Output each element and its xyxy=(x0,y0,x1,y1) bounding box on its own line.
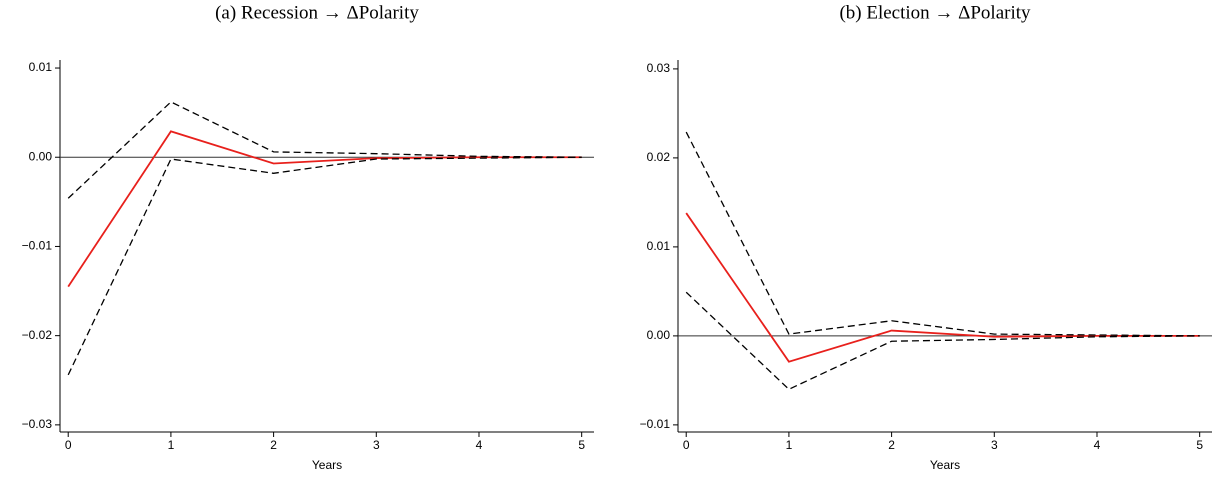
y-tick-label: −0.02 xyxy=(22,328,53,342)
y-tick-label: 0.02 xyxy=(647,150,671,164)
x-tick-label: 2 xyxy=(888,438,895,452)
chart-title: (b) Election → ΔPolarity xyxy=(839,2,1031,23)
x-axis-label: Years xyxy=(930,458,960,472)
y-tick-label: 0.00 xyxy=(29,149,53,163)
x-tick-label: 2 xyxy=(270,438,277,452)
series-line xyxy=(685,291,1200,391)
series-line xyxy=(67,130,582,288)
series-line xyxy=(67,156,582,376)
x-tick-label: 0 xyxy=(683,438,690,452)
y-tick-label: −0.01 xyxy=(640,417,671,431)
x-tick-label: 4 xyxy=(476,438,483,452)
y-tick-label: −0.01 xyxy=(22,239,53,253)
y-tick-label: 0.01 xyxy=(647,239,671,253)
y-tick-label: 0.00 xyxy=(647,328,671,342)
x-tick-label: 4 xyxy=(1094,438,1101,452)
y-tick-label: −0.03 xyxy=(22,417,53,431)
x-tick-label: 5 xyxy=(1196,438,1203,452)
x-tick-label: 0 xyxy=(65,438,72,452)
y-tick-label: 0.01 xyxy=(29,60,53,74)
series-line xyxy=(685,131,1200,337)
series-line xyxy=(67,101,582,199)
x-tick-label: 3 xyxy=(373,438,380,452)
series-line xyxy=(685,212,1200,363)
x-axis-label: Years xyxy=(312,458,342,472)
x-tick-label: 3 xyxy=(991,438,998,452)
x-tick-label: 5 xyxy=(578,438,585,452)
y-tick-label: 0.03 xyxy=(647,61,671,75)
chart-title: (a) Recession → ΔPolarity xyxy=(215,2,419,23)
x-tick-label: 1 xyxy=(786,438,793,452)
x-tick-label: 1 xyxy=(168,438,175,452)
